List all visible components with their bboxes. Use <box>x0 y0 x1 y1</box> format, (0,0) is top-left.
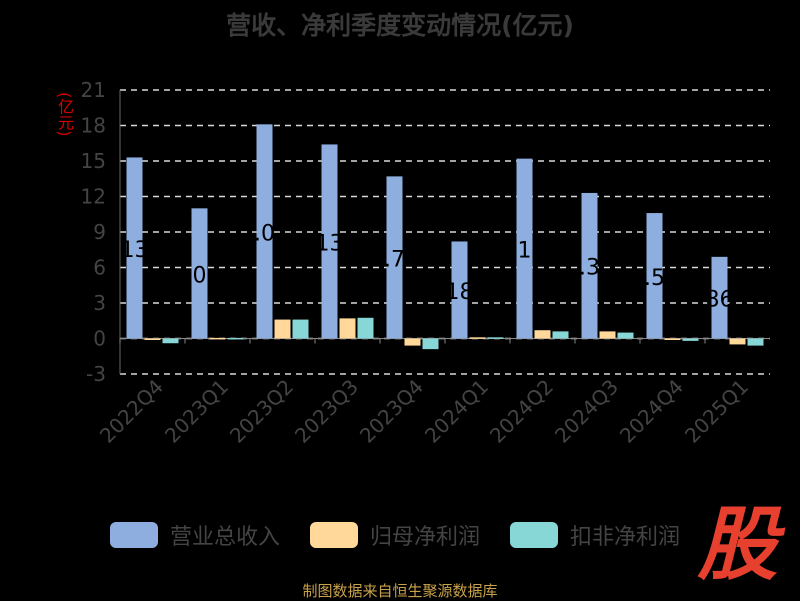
legend-label-net-profit: 归母净利润 <box>370 525 481 550</box>
data-labels: 13 0 .0 13 .7 18 1 .3 .5 86 <box>121 221 734 312</box>
y-tick-label: 12 <box>81 185 106 209</box>
bar <box>451 241 468 339</box>
brand-logo: 股 <box>697 498 778 591</box>
bar <box>682 338 699 341</box>
bar <box>404 338 421 346</box>
y-axis-unit: (亿元) <box>55 92 74 137</box>
data-label: .5 <box>644 266 665 291</box>
x-tick-label: 2024Q2 <box>485 375 558 448</box>
bar <box>534 330 551 339</box>
bar <box>711 256 728 339</box>
bar <box>617 332 634 339</box>
y-tick-label: 0 <box>93 327 106 351</box>
legend-swatch-net-profit <box>310 522 358 548</box>
bar <box>469 337 486 339</box>
bar <box>209 337 226 340</box>
x-tick-label: 2024Q1 <box>420 375 493 448</box>
bar <box>599 331 616 339</box>
y-tick-label: 21 <box>81 78 106 102</box>
legend-swatch-revenue <box>110 522 158 548</box>
data-label: 13 <box>316 231 344 256</box>
bar <box>162 338 179 344</box>
data-label: 1 <box>518 239 532 264</box>
x-tick-label: 2023Q4 <box>355 375 428 448</box>
bar <box>646 213 663 339</box>
bar <box>191 208 208 339</box>
y-tick-label: 9 <box>93 220 106 244</box>
bar <box>581 192 598 339</box>
data-label: 0 <box>193 263 207 288</box>
legend: 营业总收入 归母净利润 扣非净利润 <box>0 519 800 551</box>
bar <box>339 318 356 339</box>
bar <box>729 338 746 345</box>
bars <box>126 124 764 350</box>
data-label: .0 <box>254 221 275 246</box>
bar <box>422 338 439 350</box>
legend-item-net-profit[interactable]: 归母净利润 <box>310 519 480 551</box>
x-tick-label: 2024Q3 <box>550 375 623 448</box>
y-tick-label: 18 <box>81 114 106 138</box>
bar <box>516 158 533 339</box>
data-source-footer: 制图数据来自恒生聚源数据库 <box>302 582 498 600</box>
legend-label-revenue: 营业总收入 <box>170 525 281 550</box>
chart-title: 营收、净利季度变动情况(亿元) <box>226 11 574 40</box>
data-label: 13 <box>121 238 149 263</box>
data-label: .3 <box>579 256 600 281</box>
data-label: .7 <box>384 247 405 272</box>
legend-label-deducted-profit: 扣非净利润 <box>570 525 681 550</box>
grid-lines <box>120 89 770 375</box>
bar <box>227 337 244 340</box>
axes: 211815129630-32022Q42023Q12023Q22023Q320… <box>81 78 770 448</box>
legend-item-revenue[interactable]: 营业总收入 <box>110 519 280 551</box>
bar <box>292 319 309 339</box>
bar <box>126 157 143 339</box>
data-label: 18 <box>446 280 474 305</box>
bar <box>274 319 291 339</box>
bar <box>552 331 569 339</box>
y-tick-label: 3 <box>93 291 106 315</box>
x-tick-label: 2023Q1 <box>160 375 233 448</box>
data-label: 86 <box>706 288 734 313</box>
y-tick-label: -3 <box>86 362 106 386</box>
bar <box>256 124 273 339</box>
bar <box>357 317 374 339</box>
bar <box>664 338 681 340</box>
bar <box>386 176 403 339</box>
y-tick-label: 15 <box>81 149 106 173</box>
bar <box>747 338 764 346</box>
y-tick-label: 6 <box>93 256 106 280</box>
legend-swatch-deducted-profit <box>510 522 558 548</box>
bar <box>144 338 161 340</box>
x-tick-label: 2025Q1 <box>680 375 753 448</box>
bar <box>487 337 504 339</box>
x-tick-label: 2024Q4 <box>615 375 688 448</box>
x-tick-label: 2023Q3 <box>290 375 363 448</box>
legend-item-deducted-profit[interactable]: 扣非净利润 <box>510 519 680 551</box>
x-tick-label: 2023Q2 <box>225 375 298 448</box>
bar <box>321 144 338 339</box>
